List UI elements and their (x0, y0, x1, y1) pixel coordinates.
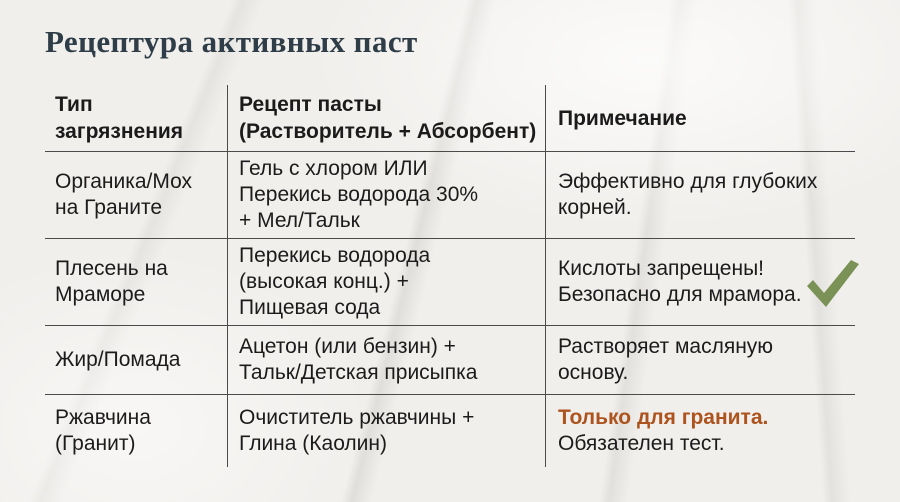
cell-text: корней. (558, 196, 632, 219)
checkmark-icon (807, 260, 859, 307)
cell-text: Пищевая сода (239, 296, 381, 319)
cell-text: + Мел/Тальк (239, 209, 360, 232)
cell-paste-recipe: Очиститель ржавчины + Глина (Каолин) (227, 395, 545, 467)
table-row: Органика/Мох на Граните Гель с хлором ИЛ… (45, 151, 855, 238)
cell-text: Перекись водорода (239, 244, 431, 267)
cell-text: Ацетон (или бензин) + (239, 335, 456, 358)
cell-paste-recipe: Перекись водорода (высокая конц.) + Пище… (227, 239, 545, 325)
paste-recipe-table: Тип загрязнения Рецепт пасты (Растворите… (45, 85, 859, 467)
table-row: Плесень на Мраморе Перекись водорода (вы… (45, 238, 859, 325)
cell-text: Гель с хлором ИЛИ (239, 157, 428, 180)
cell-text: Плесень на (55, 257, 168, 280)
cell-text: Ржавчина (55, 406, 151, 429)
header-cell-note: Примечание (545, 85, 855, 151)
table-row: Ржавчина (Гранит) Очиститель ржавчины + … (45, 394, 855, 467)
header-text: (Растворитель + Абсорбент) (239, 120, 537, 143)
cell-contamination-type: Жир/Помада (45, 326, 227, 394)
cell-text: Эффективно для глубоких (558, 170, 818, 193)
cell-text: Кислоты запрещены! (558, 257, 765, 280)
header-text: загрязнения (55, 120, 184, 143)
cell-text-accent: Только для гранита. (558, 406, 769, 429)
cell-text: (высокая конц.) + (239, 270, 409, 293)
cell-text: Перекись водорода 30% (239, 183, 479, 206)
table-row: Жир/Помада Ацетон (или бензин) + Тальк/Д… (45, 325, 855, 394)
cell-text: Мраморе (55, 283, 146, 306)
cell-paste-recipe: Гель с хлором ИЛИ Перекись водорода 30% … (227, 152, 545, 238)
page-title: Рецептура активных паст (45, 24, 418, 59)
cell-text: Тальк/Детская присыпка (239, 361, 478, 384)
header-text: Примечание (558, 106, 687, 130)
header-text: Тип (55, 93, 93, 116)
cell-text: на Граните (55, 196, 163, 219)
cell-text: Очиститель ржавчины + (239, 406, 475, 429)
cell-note: Кислоты запрещены! Безопасно для мрамора… (545, 239, 859, 325)
cell-text: Жир/Помада (55, 348, 181, 371)
cell-text: Глина (Каолин) (239, 432, 387, 455)
header-cell-contamination-type: Тип загрязнения (45, 85, 227, 151)
cell-note: Растворяет масляную основу. (545, 326, 855, 394)
cell-text: Безопасно для мрамора. (558, 283, 802, 306)
cell-text: Обязателен тест. (558, 432, 725, 455)
cell-text: (Гранит) (55, 432, 136, 455)
cell-text: Органика/Мох (55, 170, 193, 193)
cell-text: Растворяет масляную (558, 335, 774, 358)
cell-contamination-type: Органика/Мох на Граните (45, 152, 227, 238)
cell-text: основу. (558, 361, 629, 384)
cell-paste-recipe: Ацетон (или бензин) + Тальк/Детская прис… (227, 326, 545, 394)
header-cell-paste-recipe: Рецепт пасты (Растворитель + Абсорбент) (227, 85, 545, 151)
header-text: Рецепт пасты (239, 93, 382, 116)
cell-contamination-type: Ржавчина (Гранит) (45, 395, 227, 467)
table-header-row: Тип загрязнения Рецепт пасты (Растворите… (45, 85, 855, 151)
cell-note: Эффективно для глубоких корней. (545, 152, 855, 238)
cell-note: Только для гранита. Обязателен тест. (545, 395, 855, 467)
cell-contamination-type: Плесень на Мраморе (45, 239, 227, 325)
